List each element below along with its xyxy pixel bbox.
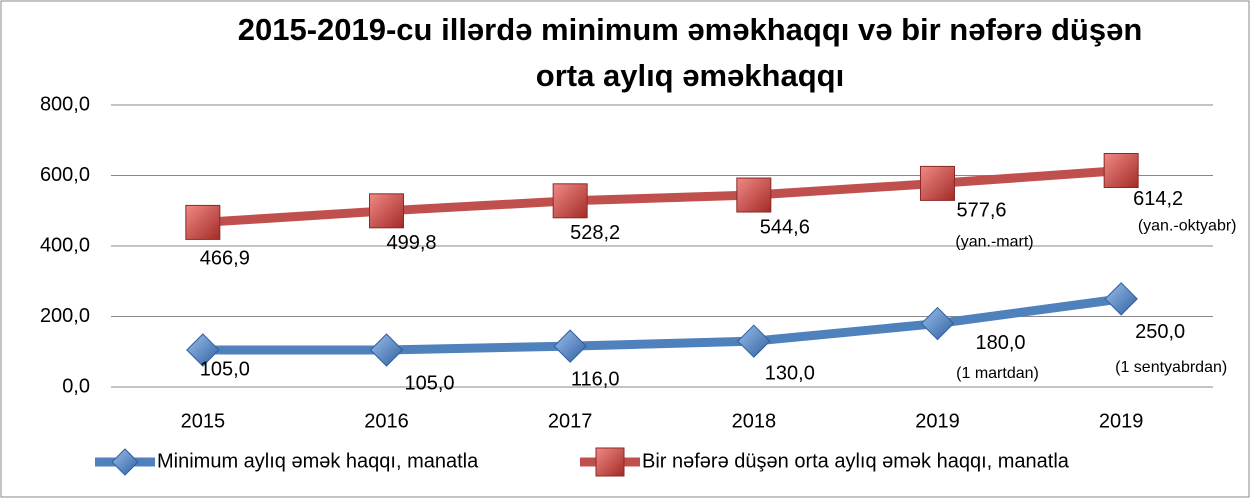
data-label: 528,2 xyxy=(570,222,620,244)
data-label: 614,2 xyxy=(1133,188,1183,210)
annotation: (1 martdan) xyxy=(956,365,1039,382)
marker xyxy=(553,329,587,363)
y-tick-label: 400,0 xyxy=(40,234,90,256)
marker xyxy=(185,204,221,240)
x-tick-label: 2019 xyxy=(915,410,960,432)
data-label: 466,9 xyxy=(200,248,250,270)
data-label: 544,6 xyxy=(760,216,810,238)
legend-label: Bir nəfərə düşən orta aylıq əmək haqqı, … xyxy=(642,450,1070,472)
x-tick-label: 2019 xyxy=(1099,410,1144,432)
data-label: 250,0 xyxy=(1135,321,1185,343)
data-label: 116,0 xyxy=(571,368,620,390)
chart-title: 2015-2019-cu illərdə minimum əməkhaqqı v… xyxy=(238,12,1143,47)
x-tick-label: 2018 xyxy=(732,410,777,432)
y-tick-label: 600,0 xyxy=(40,164,90,186)
marker xyxy=(369,193,404,229)
marker xyxy=(736,177,772,213)
y-tick-label: 200,0 xyxy=(40,305,90,327)
legend-label: Minimum aylıq əmək haqqı, manatla xyxy=(157,450,479,472)
marker xyxy=(920,306,955,341)
marker xyxy=(737,324,771,358)
marker xyxy=(186,333,220,367)
legend-marker xyxy=(595,447,625,477)
chart-title: orta aylıq əməkhaqqı xyxy=(536,58,844,93)
data-label: 105,0 xyxy=(404,372,454,394)
legend-marker xyxy=(111,448,139,476)
marker xyxy=(552,183,588,219)
series-line xyxy=(202,294,1122,355)
marker xyxy=(1104,282,1138,316)
y-tick-label: 800,0 xyxy=(40,93,90,115)
data-label: 180,0 xyxy=(975,332,1025,354)
marker xyxy=(920,165,955,201)
marker xyxy=(369,333,404,367)
annotation: (yan.-oktyabr) xyxy=(1138,218,1237,235)
y-tick-label: 0,0 xyxy=(62,375,90,397)
marker xyxy=(1103,152,1139,188)
data-label: 499,8 xyxy=(386,232,436,254)
x-tick-label: 2016 xyxy=(364,410,409,432)
data-label: 577,6 xyxy=(956,200,1006,222)
x-tick-label: 2017 xyxy=(548,410,593,432)
series-line xyxy=(202,166,1122,227)
data-label: 105,0 xyxy=(200,358,250,380)
annotation: (yan.-mart) xyxy=(955,234,1033,251)
annotation: (1 sentyabrdan) xyxy=(1115,359,1227,376)
data-label: 130,0 xyxy=(765,362,815,384)
x-tick-label: 2015 xyxy=(181,410,226,432)
